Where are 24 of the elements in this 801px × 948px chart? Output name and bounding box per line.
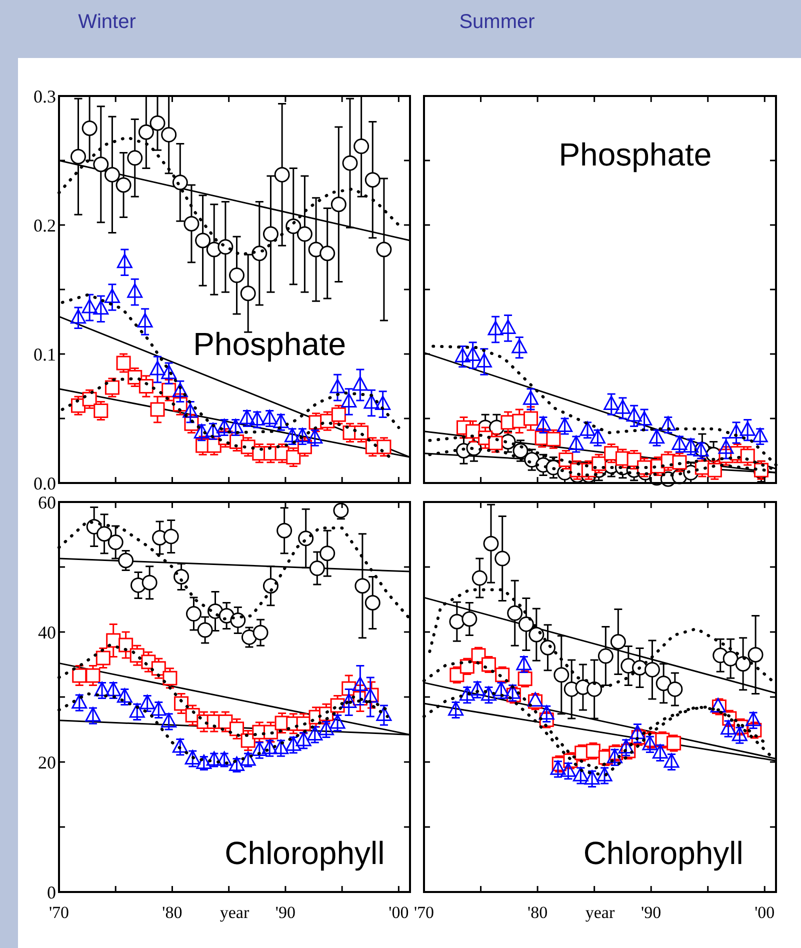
y-tick-label: 60 xyxy=(38,492,56,512)
chart-subtitle: Summer xyxy=(459,11,536,33)
text: Phosphate xyxy=(193,326,346,362)
x-axis-title: year xyxy=(585,903,615,922)
y-tick-label: 0.0 xyxy=(34,473,56,494)
x-tick-label: '70 xyxy=(48,903,70,922)
x-tick-label: '80 xyxy=(528,903,548,922)
x-axis-title: year xyxy=(220,903,250,922)
text: Chlorophyll xyxy=(583,835,744,872)
x-tick-label: '70 xyxy=(414,903,434,922)
y-tick-label: 0.3 xyxy=(34,86,56,106)
x-tick-label: '90 xyxy=(275,903,296,922)
x-tick-label: '90 xyxy=(641,903,662,922)
y-tick-label: 20 xyxy=(38,752,56,772)
x-tick-label: '80 xyxy=(162,903,182,922)
y-tick-label: 0 xyxy=(47,882,56,902)
chart-subtitle: Winter xyxy=(78,11,136,33)
text: Phosphate xyxy=(558,136,712,172)
y-tick-label: 40 xyxy=(38,622,56,642)
y-tick-label: 0.2 xyxy=(34,215,56,236)
x-tick-label: '00 xyxy=(388,903,409,922)
y-tick-label: 0.1 xyxy=(34,344,56,364)
x-tick-label: '00 xyxy=(754,903,775,922)
text: Chlorophyll xyxy=(224,835,385,872)
